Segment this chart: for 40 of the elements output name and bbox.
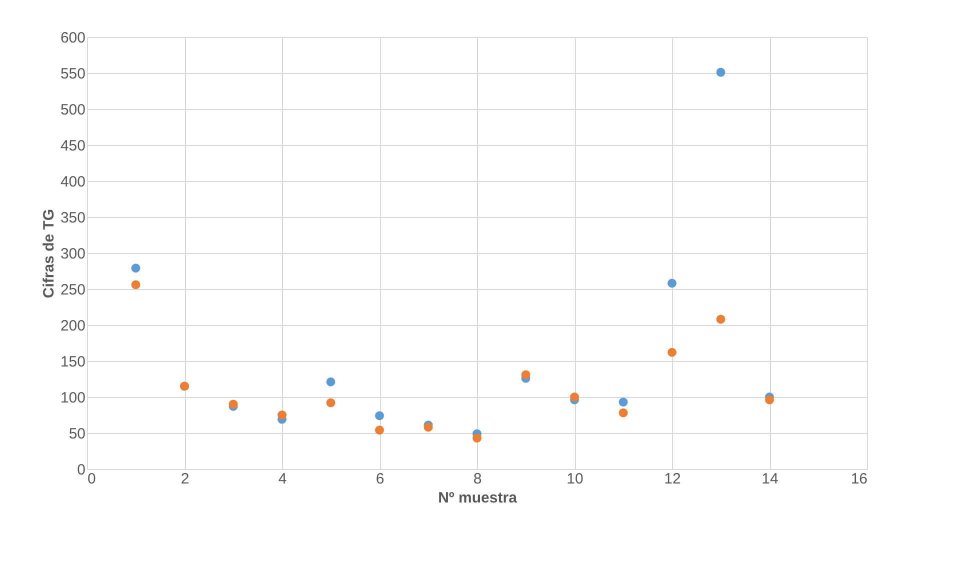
x-tick-label: 14 bbox=[762, 470, 778, 488]
point bbox=[716, 314, 726, 324]
point bbox=[668, 348, 676, 357]
y-tick-label: 200 bbox=[60, 318, 86, 334]
x-tick-label: 0 bbox=[88, 470, 96, 488]
point bbox=[326, 377, 336, 386]
point bbox=[570, 392, 579, 402]
point bbox=[716, 68, 726, 77]
point bbox=[472, 434, 482, 443]
point bbox=[618, 408, 628, 418]
point bbox=[131, 264, 140, 273]
point bbox=[326, 398, 336, 408]
point bbox=[375, 426, 384, 435]
x-axis-title: Nº muestra bbox=[438, 490, 518, 506]
x-tick-label: 8 bbox=[473, 470, 482, 488]
point bbox=[131, 280, 140, 290]
x-tick-label: 4 bbox=[278, 470, 287, 488]
y-tick-label: 500 bbox=[60, 102, 86, 118]
y-tick-label: 350 bbox=[60, 210, 86, 226]
y-tick-label: 300 bbox=[60, 246, 86, 262]
x-tick-label: 2 bbox=[180, 470, 190, 488]
point bbox=[765, 395, 774, 404]
point bbox=[521, 370, 530, 380]
point bbox=[375, 411, 384, 420]
y-tick-label: 250 bbox=[60, 282, 86, 298]
y-tick-label: 450 bbox=[60, 138, 86, 154]
y-tick-label: 600 bbox=[60, 30, 86, 46]
y-tick-label: 400 bbox=[60, 174, 86, 190]
y-axis-title: Cifras de TG bbox=[40, 208, 58, 298]
y-tick-label: 550 bbox=[60, 66, 86, 82]
y-tick-label: 100 bbox=[60, 390, 86, 406]
x-tick-label: 10 bbox=[566, 470, 584, 488]
x-tick-label: 12 bbox=[664, 470, 681, 488]
y-tick-label: 150 bbox=[60, 354, 86, 370]
point bbox=[618, 398, 628, 407]
point bbox=[668, 278, 676, 288]
y-tick-label: 50 bbox=[68, 426, 86, 442]
x-tick-label: 16 bbox=[850, 470, 868, 488]
point bbox=[278, 410, 286, 420]
x-tick-label: 6 bbox=[376, 470, 384, 488]
